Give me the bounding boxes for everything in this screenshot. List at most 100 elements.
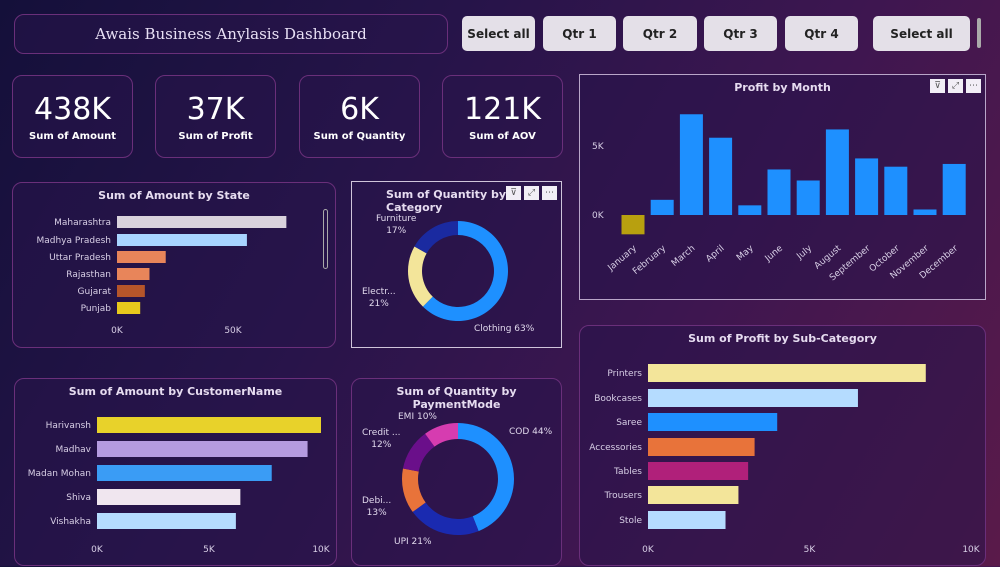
bar-uttar-pradesh xyxy=(117,251,166,263)
bar-march xyxy=(679,114,703,215)
category-label: Saree xyxy=(616,418,642,428)
x-tick-label: 0K xyxy=(91,545,104,555)
scrollbar[interactable] xyxy=(323,209,328,269)
slicer-select-all[interactable]: Select all xyxy=(462,16,535,51)
kpi-value: 121K xyxy=(464,92,541,127)
chart-title: Sum of Amount by CustomerName xyxy=(68,385,283,398)
title-text: Awais Business Anylasis Dashboard xyxy=(95,25,367,43)
focus-mode-icon[interactable]: ⤢ xyxy=(948,79,963,93)
category-label: Accessories xyxy=(589,443,642,453)
profit-by-month-chart[interactable]: Profit by Month ⊽ ⤢ ⋯ 0K 5K January February M… xyxy=(579,74,986,300)
category-label: Maharashtra xyxy=(54,218,111,228)
category-label: Rajasthan xyxy=(66,270,111,280)
label-furniture: Furniture 17% xyxy=(376,214,417,236)
filter-icon[interactable]: ⊽ xyxy=(930,79,945,93)
x-tick-label: April xyxy=(704,244,726,265)
category-label: Trousers xyxy=(603,491,642,501)
profit-by-subcategory-chart[interactable]: Sum of Profit by Sub-Category Printers Bo… xyxy=(579,325,986,566)
bar-rajasthan xyxy=(117,268,150,280)
bar-november xyxy=(913,209,937,215)
chart-title: Sum of Quantity by Category xyxy=(386,188,506,214)
slicer-select-all-2[interactable]: Select all xyxy=(873,16,970,51)
kpi-value: 6K xyxy=(340,92,379,127)
label-debit: Debi... 13% xyxy=(362,496,392,518)
label-emi: EMI 10% xyxy=(398,412,437,422)
label-credit: Credit ... 12% xyxy=(362,428,401,450)
category-label: Harivansh xyxy=(46,421,91,431)
x-tick-label: February xyxy=(631,243,668,277)
bar-tables xyxy=(648,462,749,480)
kpi-label: Sum of Amount xyxy=(29,131,116,142)
x-tick-label: 0K xyxy=(111,326,124,336)
quantity-by-category-chart[interactable]: Sum of Quantity by Category ⊽ ⤢ ⋯ Clothing… xyxy=(351,181,562,348)
label-upi: UPI 21% xyxy=(394,537,432,547)
category-label: Madhya Pradesh xyxy=(36,236,111,246)
category-label: Stole xyxy=(619,516,642,526)
dashboard-title: Awais Business Anylasis Dashboard xyxy=(14,14,448,54)
slicer-qtr3[interactable]: Qtr 3 xyxy=(704,16,777,51)
bar-october xyxy=(884,166,908,215)
slice-cod xyxy=(458,423,514,532)
amount-by-customer-chart[interactable]: Sum of Amount by CustomerName Harivansh M… xyxy=(14,378,337,566)
slice-upi xyxy=(412,502,479,535)
kpi-aov: 121K Sum of AOV xyxy=(442,75,563,158)
label-cod: COD 44% xyxy=(509,427,553,437)
focus-mode-icon[interactable]: ⤢ xyxy=(524,186,539,200)
category-label: Bookcases xyxy=(594,394,642,404)
slice-credit-card xyxy=(402,433,435,472)
bar-april xyxy=(709,137,733,215)
category-label: Printers xyxy=(607,369,642,379)
more-options-icon[interactable]: ⋯ xyxy=(966,79,981,93)
slicer-qtr2[interactable]: Qtr 2 xyxy=(623,16,697,51)
more-options-icon[interactable]: ⋯ xyxy=(542,186,557,200)
kpi-label: Sum of AOV xyxy=(469,131,536,142)
bar-gujarat xyxy=(117,285,145,297)
kpi-label: Sum of Profit xyxy=(178,131,253,142)
filter-icon[interactable]: ⊽ xyxy=(506,186,521,200)
kpi-value: 37K xyxy=(186,92,245,127)
bar-august xyxy=(825,129,849,215)
x-tick-label: 50K xyxy=(224,326,242,336)
bar-stole xyxy=(648,511,726,529)
kpi-label: Sum of Quantity xyxy=(313,131,406,142)
label-electronics: Electr... 21% xyxy=(362,287,396,309)
x-tick-label: 10K xyxy=(312,545,330,555)
x-tick-label: 10K xyxy=(962,545,980,555)
bar-printers xyxy=(648,364,926,382)
bar-madhav xyxy=(97,441,308,457)
slicer-scrollbar[interactable] xyxy=(977,18,981,48)
slice-electronics xyxy=(408,246,433,307)
bar-january xyxy=(621,215,645,235)
bar-shiva xyxy=(97,489,241,505)
category-label: Vishakha xyxy=(50,517,91,527)
kpi-amount: 438K Sum of Amount xyxy=(12,75,133,158)
chart-title: Profit by Month xyxy=(734,81,831,94)
x-tick-label: July xyxy=(795,243,815,262)
slicer-qtr1[interactable]: Qtr 1 xyxy=(543,16,616,51)
slice-clothing xyxy=(422,221,508,321)
category-label: Madhav xyxy=(55,445,91,455)
bar-madan-mohan xyxy=(97,465,272,481)
x-tick-label: 5K xyxy=(203,545,216,555)
bar-june xyxy=(767,169,791,215)
y-tick-label: 0K xyxy=(592,211,605,221)
slice-furniture xyxy=(414,221,458,254)
label-clothing: Clothing 63% xyxy=(474,324,535,334)
kpi-profit: 37K Sum of Profit xyxy=(155,75,276,158)
bar-september xyxy=(855,158,879,215)
bar-december xyxy=(942,163,966,215)
bar-maharashtra xyxy=(117,216,287,228)
bar-madhya-pradesh xyxy=(117,234,247,246)
amount-by-state-chart[interactable]: Sum of Amount by State Maharashtra Madhya… xyxy=(12,182,336,348)
y-tick-label: 5K xyxy=(592,142,605,152)
slicer-qtr4[interactable]: Qtr 4 xyxy=(785,16,858,51)
bar-accessories xyxy=(648,438,755,456)
bar-vishakha xyxy=(97,513,236,529)
bar-saree xyxy=(648,413,778,431)
quantity-by-paymentmode-chart[interactable]: Sum of Quantity by PaymentMode COD 44% U… xyxy=(351,378,562,566)
x-tick-label: March xyxy=(670,244,697,269)
kpi-quantity: 6K Sum of Quantity xyxy=(299,75,420,158)
bar-trousers xyxy=(648,486,739,504)
slice-debit-card xyxy=(402,468,426,512)
x-tick-label: 0K xyxy=(642,545,655,555)
